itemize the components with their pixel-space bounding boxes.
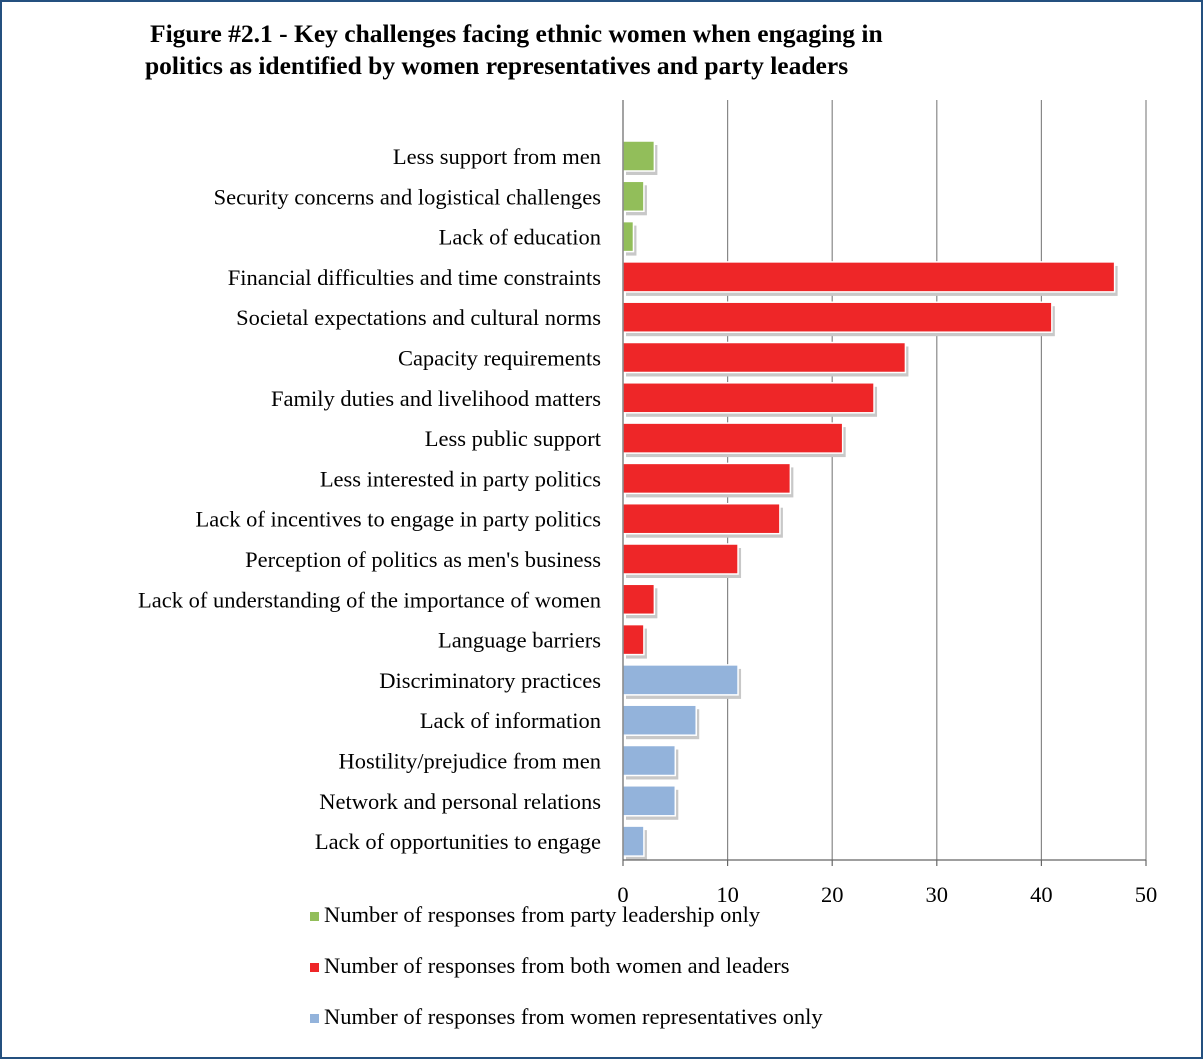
bar-lack-of-opportunities-to-engage (622, 825, 645, 857)
category-label-lack-of-education: Lack of education (439, 225, 601, 250)
category-label-less-support-from-men: Less support from men (393, 144, 601, 169)
category-label-language-barriers: Language barriers (438, 628, 601, 653)
bar-less-support-from-men (622, 140, 656, 172)
bar-perception-of-politics-as-men-s-business (622, 543, 739, 575)
legend-label-both: Number of responses from both women and … (324, 953, 790, 978)
legend-label-women-reps: Number of responses from women represent… (324, 1004, 823, 1029)
x-tick-label-30: 30 (926, 882, 949, 907)
bar-capacity-requirements (622, 341, 907, 374)
category-label-lack-of-opportunities-to-engage: Lack of opportunities to engage (315, 829, 601, 854)
category-label-less-interested-in-party-politics: Less interested in party politics (320, 466, 601, 491)
bar-lack-of-incentives-to-engage-in-party-politics (622, 502, 781, 535)
legend-swatch-both (310, 963, 319, 972)
category-label-network-and-personal-relations: Network and personal relations (319, 789, 601, 814)
bar-less-public-support (622, 422, 844, 454)
x-tick-label-40: 40 (1030, 882, 1053, 907)
category-labels: Less support from men Security concerns a… (138, 144, 602, 854)
chart-title-line-1: Figure #2.1 - Key challenges facing ethn… (150, 19, 883, 48)
category-label-perception-of-politics-as-men-s-business: Perception of politics as men's business (245, 547, 601, 572)
category-label-societal-expectations-and-cultural-norms: Societal expectations and cultural norms (236, 305, 601, 330)
legend-swatch-party-leadership (310, 912, 319, 921)
bar-network-and-personal-relations (622, 785, 677, 817)
category-label-family-duties-and-livelihood-matters: Family duties and livelihood matters (271, 386, 601, 411)
category-label-lack-of-information: Lack of information (420, 708, 601, 733)
bar-discriminatory-practices (622, 664, 739, 696)
bars (622, 140, 1118, 861)
bar-lack-of-education (622, 220, 635, 253)
legend-swatch-women-reps (310, 1014, 319, 1023)
chart-title: Figure #2.1 - Key challenges facing ethn… (145, 18, 1150, 82)
bar-language-barriers (622, 623, 645, 656)
category-label-hostility-prejudice-from-men: Hostility/prejudice from men (339, 749, 601, 774)
category-label-security-concerns-and-logistical-challenges: Security concerns and logistical challen… (214, 184, 601, 209)
x-tick-label-0: 0 (617, 882, 628, 907)
legend-item-women-reps: Number of responses from women represent… (310, 1002, 823, 1032)
category-label-capacity-requirements: Capacity requirements (398, 346, 601, 371)
bar-lack-of-information (622, 704, 697, 736)
bar-lack-of-understanding-of-the-importance-of-women (622, 583, 656, 616)
bar-financial-difficulties-and-time-constraints (622, 261, 1116, 293)
bar-family-duties-and-livelihood-matters (622, 382, 875, 414)
category-label-lack-of-understanding-of-the-importance-of-women: Lack of understanding of the importance … (138, 587, 601, 612)
bar-societal-expectations-and-cultural-norms (622, 301, 1053, 333)
grid-lines (726, 100, 1147, 860)
legend-label-party-leadership: Number of responses from party leadershi… (324, 902, 761, 927)
legend-item-party-leadership: Number of responses from party leadershi… (310, 900, 823, 930)
chart-title-line-2: politics as identified by women represen… (145, 51, 849, 80)
x-tick-label-10: 10 (716, 882, 739, 907)
bar-security-concerns-and-logistical-challenges (622, 180, 645, 213)
x-tick-labels: 0 10 20 30 40 50 (617, 860, 1157, 907)
x-tick-label-50: 50 (1135, 882, 1158, 907)
bar-hostility-prejudice-from-men (622, 744, 677, 777)
legend: Number of responses from party leadershi… (310, 900, 823, 1053)
legend-item-both: Number of responses from both women and … (310, 951, 823, 981)
category-label-less-public-support: Less public support (425, 426, 602, 451)
category-label-financial-difficulties-and-time-constraints: Financial difficulties and time constrai… (228, 265, 601, 290)
bar-less-interested-in-party-politics (622, 462, 792, 495)
x-tick-label-20: 20 (821, 882, 844, 907)
category-label-lack-of-incentives-to-engage-in-party-politics: Lack of incentives to engage in party po… (196, 507, 602, 532)
category-label-discriminatory-practices: Discriminatory practices (379, 668, 601, 693)
